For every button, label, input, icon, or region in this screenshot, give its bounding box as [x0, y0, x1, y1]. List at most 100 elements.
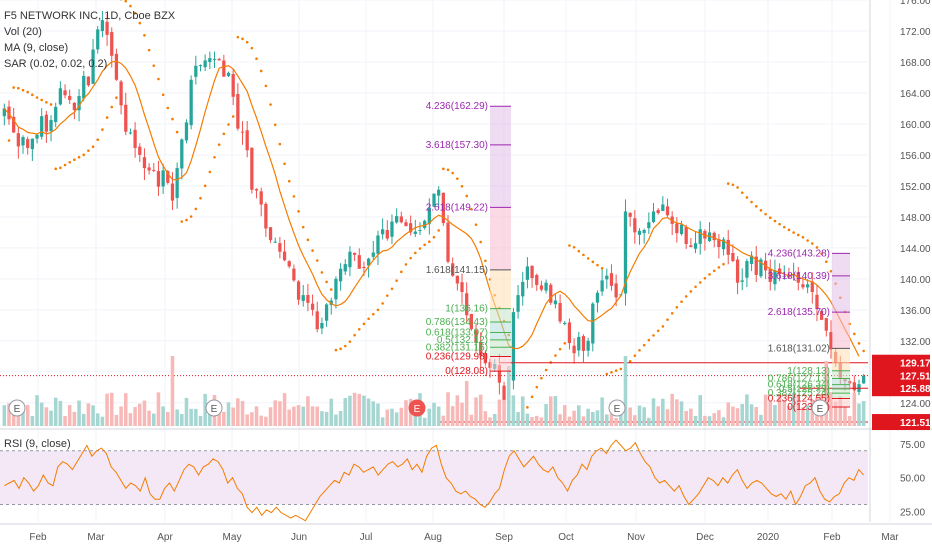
candle-body	[315, 311, 319, 330]
volume-bar	[371, 401, 376, 426]
candle-body	[348, 251, 352, 268]
price-badge-label: 129.17	[900, 359, 931, 370]
candle-body	[203, 60, 207, 68]
volume-bar	[254, 406, 259, 426]
candle-body	[511, 312, 516, 381]
candle-body	[343, 264, 347, 272]
volume-bar	[380, 417, 385, 426]
candle-body	[740, 280, 744, 282]
volume-bar	[399, 407, 404, 426]
volume-bar	[334, 414, 338, 426]
sar-dot	[414, 251, 417, 255]
candle-body	[567, 322, 572, 344]
volume-bar	[534, 415, 539, 426]
sar-dot	[334, 348, 338, 352]
candle-body	[245, 130, 249, 151]
volume-bar	[161, 406, 165, 426]
sar-dot	[750, 200, 753, 204]
candle-body	[432, 193, 436, 207]
legend-symbol[interactable]: F5 NETWORK INC, 1D, Cboe BZX	[4, 10, 176, 22]
sar-dot	[400, 270, 403, 274]
sar-dot	[213, 155, 216, 159]
candle-body	[502, 385, 506, 401]
volume-bar	[310, 406, 315, 426]
sar-dot	[773, 219, 777, 223]
sar-dot	[619, 367, 623, 371]
volume-bar	[511, 395, 516, 426]
legend-vol[interactable]: Vol (20)	[4, 26, 42, 38]
price-tick-label: 124.00	[900, 399, 931, 410]
candle-body	[609, 273, 614, 286]
volume-bar	[422, 417, 427, 426]
price-tick-label: 164.00	[900, 89, 931, 100]
sar-dot	[792, 231, 795, 234]
volume-bar	[296, 405, 301, 426]
sar-dot	[633, 354, 637, 358]
sar-dot	[73, 158, 76, 162]
volume-bar	[847, 416, 852, 426]
sar-dot	[35, 96, 39, 99]
volume-bar	[446, 392, 450, 426]
sar-dot	[423, 243, 426, 247]
volume-bar	[777, 394, 782, 426]
volume-bar	[95, 413, 100, 426]
sar-dot	[577, 249, 581, 253]
legend-sar[interactable]: SAR (0.02, 0.02, 0.2)	[4, 58, 108, 70]
left-fib-band	[490, 106, 511, 145]
candle-body	[110, 32, 114, 56]
volume-bar	[109, 392, 114, 426]
fib-layer: 4.236(162.29) 3.618(157.30) 2.618(149.22) 1…	[426, 101, 850, 413]
candle-body	[189, 79, 193, 126]
legend-ma[interactable]: MA (9, close)	[4, 42, 69, 54]
sar-dot	[21, 88, 25, 92]
volume-bar	[572, 410, 576, 426]
right-fib-label: 3.618(140.39)	[768, 271, 830, 282]
candle-body	[21, 137, 25, 146]
candle-body	[679, 224, 684, 235]
volume-bar	[175, 409, 179, 426]
volume-bar	[838, 396, 843, 426]
left-fib-band	[490, 347, 511, 357]
sar-dot	[264, 84, 268, 88]
volume-bar	[226, 402, 231, 426]
candle-body	[152, 170, 156, 172]
volume-bar	[343, 398, 348, 426]
ma-line	[3, 60, 860, 357]
volume-bar	[39, 402, 44, 426]
candle-body	[782, 275, 786, 277]
candle-body	[581, 336, 586, 351]
sar-dot	[591, 260, 595, 264]
volume-bar	[21, 406, 25, 426]
earnings-marker	[8, 399, 26, 417]
sar-dot	[203, 184, 207, 188]
sar-dot	[362, 322, 366, 326]
volume-bar	[492, 413, 497, 426]
rsi-legend[interactable]: RSI (9, close)	[4, 438, 71, 450]
volume-bar	[352, 392, 357, 426]
earnings-marker	[205, 399, 223, 417]
sar-dot	[428, 240, 431, 244]
volume-bar	[544, 404, 548, 426]
sar-dot	[722, 262, 725, 266]
volume-bar	[637, 405, 642, 426]
rsi-line	[4, 439, 864, 522]
sar-dot	[726, 182, 730, 185]
time-tick-label: Mar	[881, 532, 899, 543]
candle-body	[717, 239, 721, 248]
volume-bar	[114, 414, 119, 426]
candle-body	[296, 281, 301, 300]
volume-bar	[647, 417, 651, 426]
sar-dot	[610, 371, 613, 374]
price-tick-label: 160.00	[900, 120, 931, 131]
candle-body	[563, 322, 567, 325]
sar-dot	[825, 260, 828, 263]
sar-dot	[787, 228, 791, 232]
candle-body	[212, 58, 217, 60]
candle-body	[633, 218, 637, 233]
sar-dot	[656, 329, 660, 333]
volume-bar	[665, 409, 670, 426]
volume-bar	[735, 408, 740, 426]
candle-body	[427, 207, 431, 224]
sar-dot	[222, 132, 226, 136]
